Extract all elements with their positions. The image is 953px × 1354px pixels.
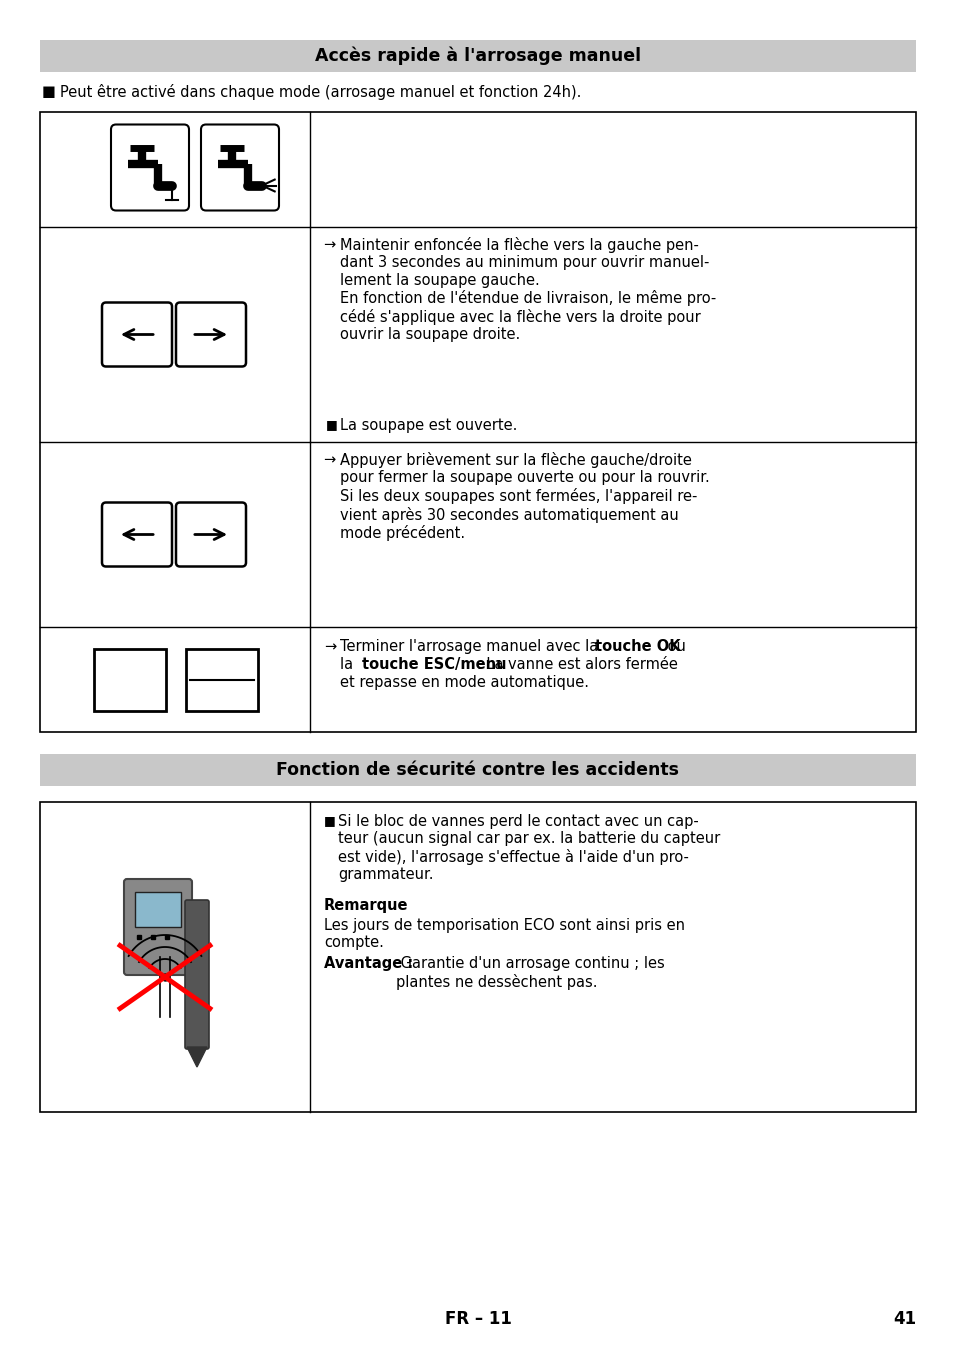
Text: Accès rapide à l'arrosage manuel: Accès rapide à l'arrosage manuel — [314, 47, 640, 65]
FancyBboxPatch shape — [111, 125, 189, 210]
Text: Appuyer brièvement sur la flèche gauche/droite
pour fermer la soupape ouverte ou: Appuyer brièvement sur la flèche gauche/… — [339, 452, 709, 542]
Text: . La vanne est alors fermée: . La vanne est alors fermée — [476, 657, 678, 672]
Text: →: → — [324, 237, 340, 252]
Text: Terminer l'arrosage manuel avec la: Terminer l'arrosage manuel avec la — [339, 639, 602, 654]
Bar — [135, 892, 181, 927]
Text: la: la — [339, 657, 357, 672]
Text: menu: menu — [200, 686, 244, 701]
Text: Fonction de sécurité contre les accidents: Fonction de sécurité contre les accident… — [276, 761, 679, 779]
Text: ■: ■ — [326, 418, 337, 431]
Bar — [40, 802, 915, 1112]
Bar — [40, 754, 915, 787]
Text: →: → — [324, 639, 335, 654]
FancyBboxPatch shape — [175, 302, 246, 367]
Text: ■: ■ — [324, 814, 335, 827]
Text: Ok: Ok — [116, 670, 143, 689]
FancyBboxPatch shape — [102, 302, 172, 367]
Text: et repasse en mode automatique.: et repasse en mode automatique. — [339, 676, 588, 691]
FancyBboxPatch shape — [201, 125, 278, 210]
Polygon shape — [187, 1047, 207, 1067]
Text: Garantie d'un arrosage continu ; les
plantes ne dessèchent pas.: Garantie d'un arrosage continu ; les pla… — [395, 956, 664, 990]
Text: ou: ou — [662, 639, 685, 654]
Text: Maintenir enfoncée la flèche vers la gauche pen-
dant 3 secondes au minimum pour: Maintenir enfoncée la flèche vers la gau… — [339, 237, 716, 343]
Text: Les jours de temporisation ECO sont ainsi pris en
compte.: Les jours de temporisation ECO sont ains… — [324, 918, 684, 951]
FancyBboxPatch shape — [175, 502, 246, 566]
Text: FR – 11: FR – 11 — [444, 1311, 511, 1328]
Bar — [40, 112, 915, 733]
FancyBboxPatch shape — [102, 502, 172, 566]
Text: →: → — [324, 452, 340, 467]
Text: Si le bloc de vannes perd le contact avec un cap-
teur (aucun signal car par ex.: Si le bloc de vannes perd le contact ave… — [337, 814, 720, 883]
Bar — [40, 41, 915, 72]
Text: Peut être activé dans chaque mode (arrosage manuel et fonction 24h).: Peut être activé dans chaque mode (arros… — [60, 84, 580, 100]
FancyBboxPatch shape — [185, 900, 209, 1049]
Text: touche ESC/menu: touche ESC/menu — [361, 657, 506, 672]
Text: esc: esc — [209, 658, 234, 673]
Bar — [186, 649, 257, 711]
Text: Remarque: Remarque — [324, 898, 408, 913]
FancyBboxPatch shape — [124, 879, 192, 975]
Text: Avantage :: Avantage : — [324, 956, 413, 971]
Text: 41: 41 — [892, 1311, 915, 1328]
Text: La soupape est ouverte.: La soupape est ouverte. — [339, 418, 517, 433]
Text: ■: ■ — [42, 84, 56, 99]
Bar — [94, 649, 166, 711]
Text: touche OK: touche OK — [595, 639, 679, 654]
